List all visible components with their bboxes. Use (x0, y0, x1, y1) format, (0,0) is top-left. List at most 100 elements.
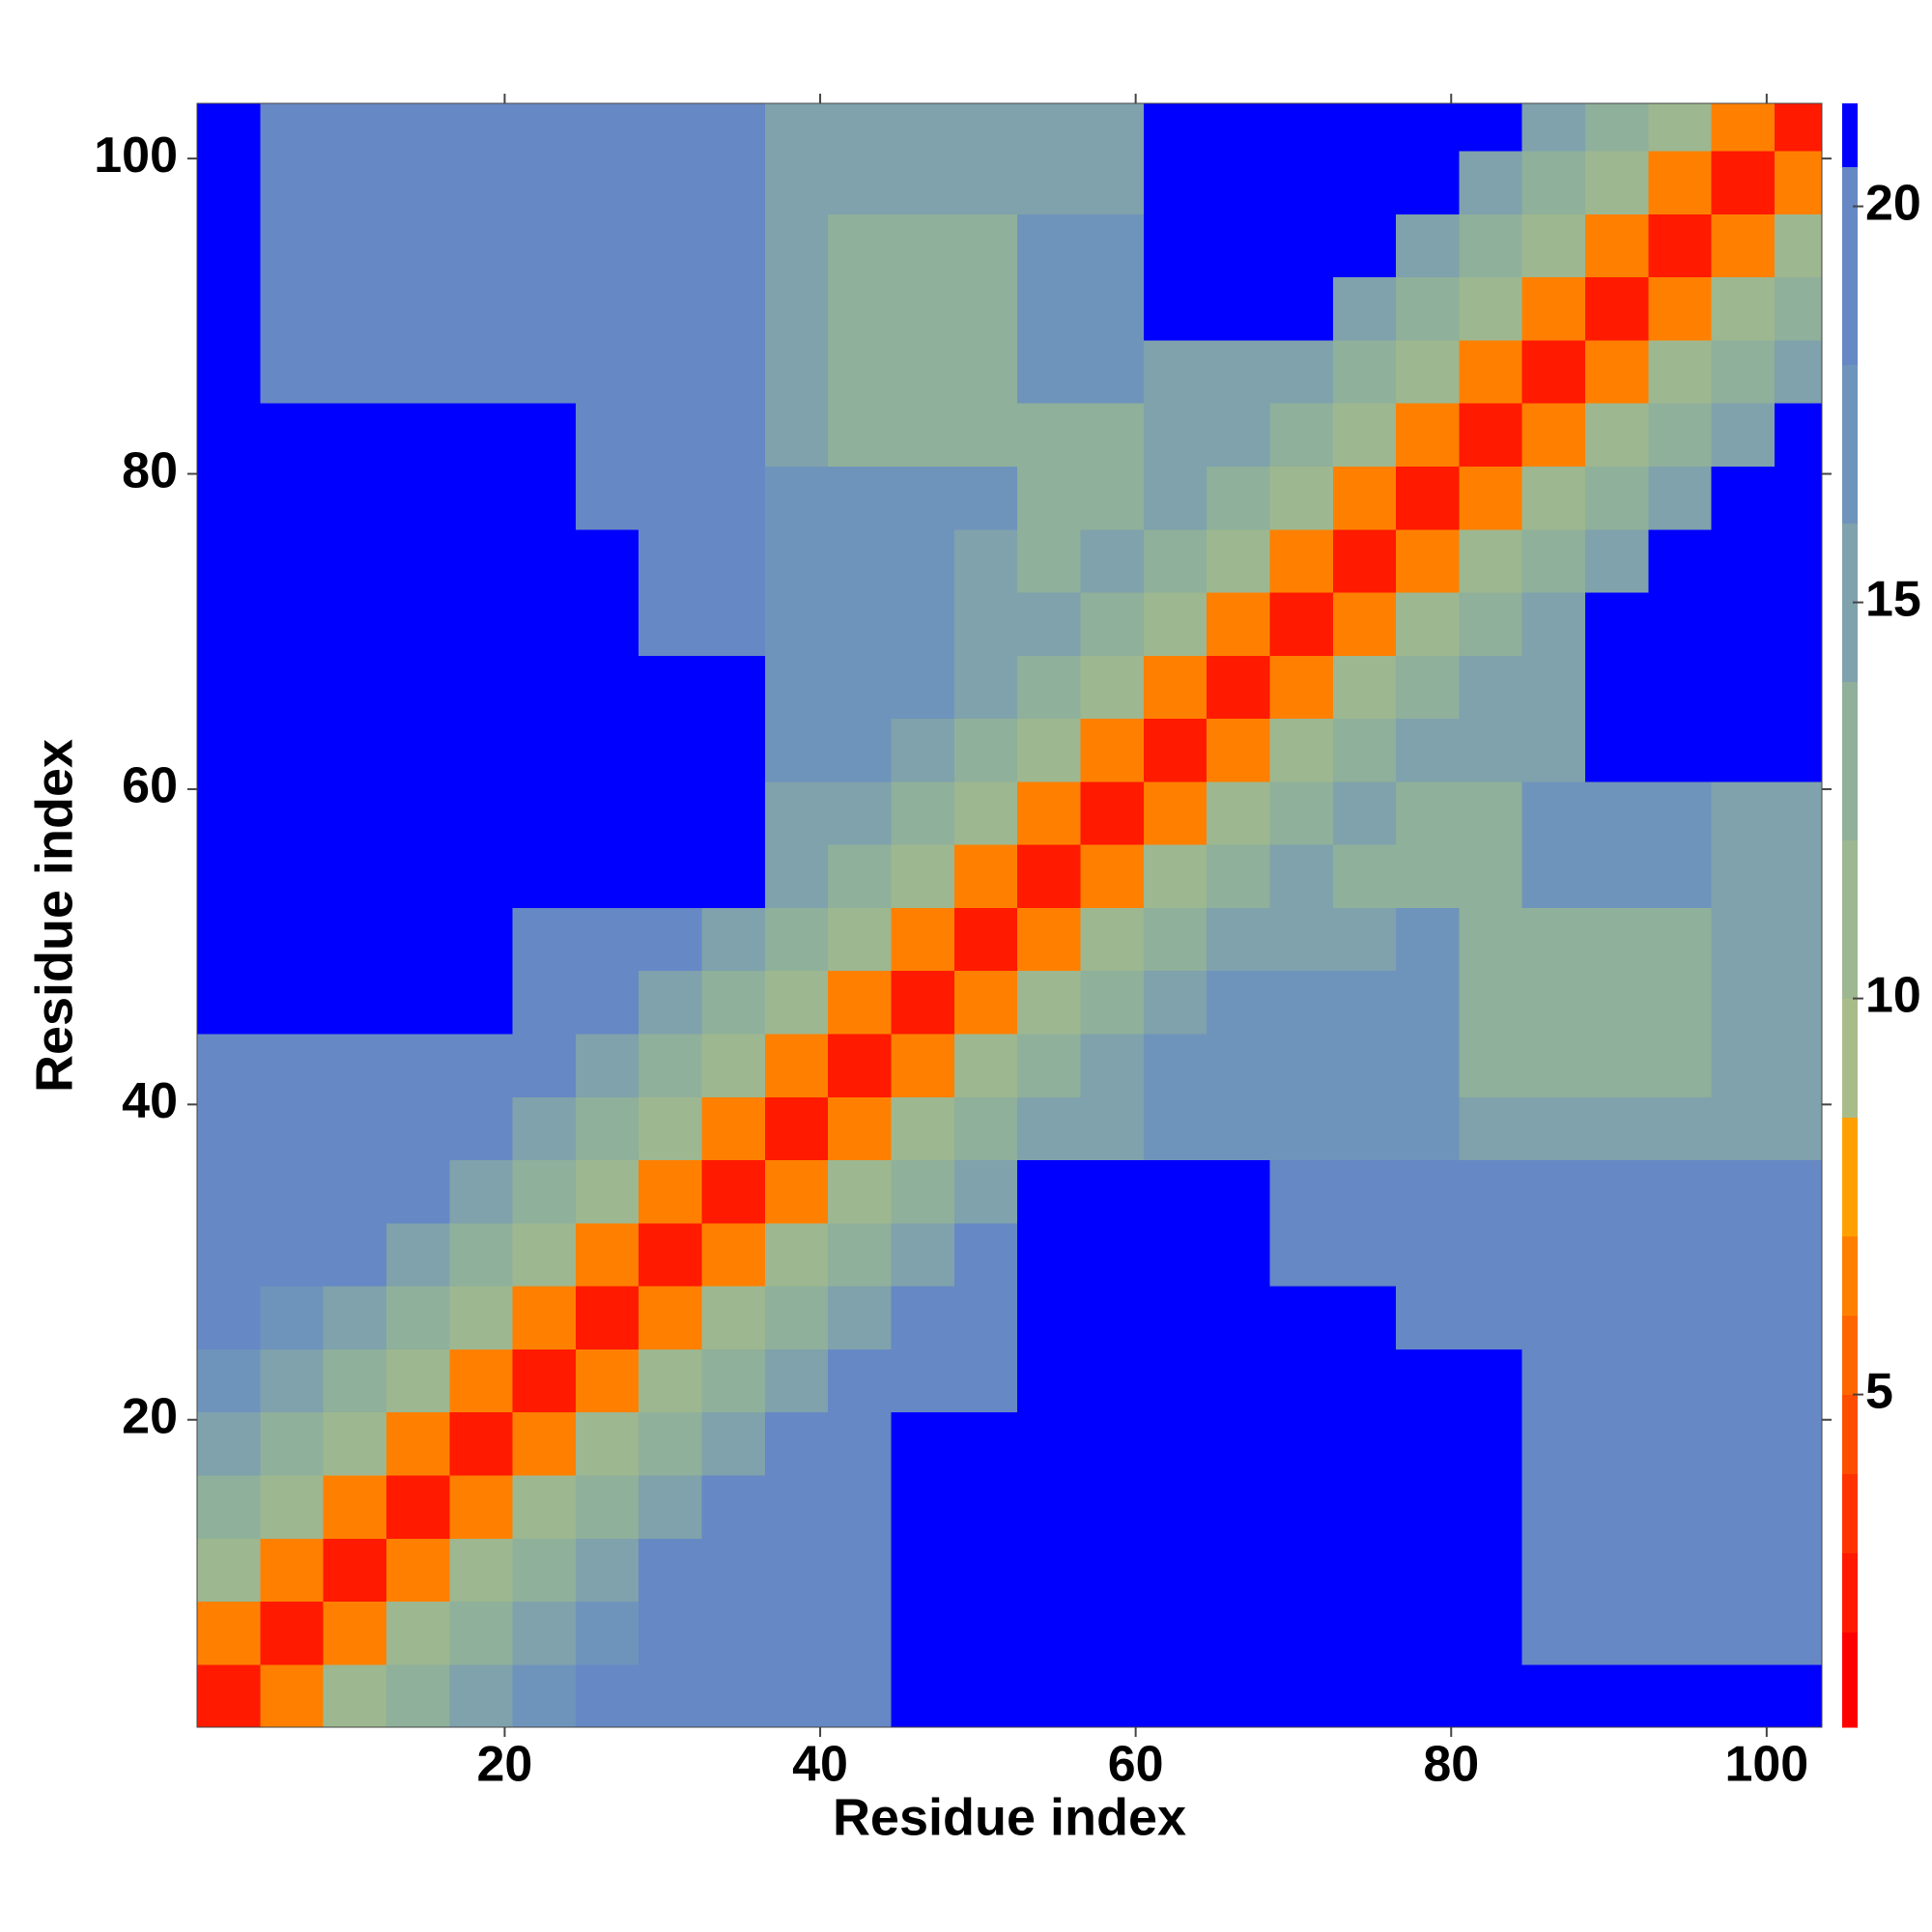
heatmap-cell (1017, 970, 1082, 1035)
heatmap-cell (1143, 591, 1208, 656)
heatmap-cell (1775, 1663, 1823, 1728)
heatmap-cell (639, 1411, 703, 1476)
heatmap-cell (1269, 103, 1334, 152)
heatmap-cell (891, 591, 955, 656)
colorbar-tick-label: 15 (1865, 571, 1921, 627)
heatmap-cell (1459, 1096, 1523, 1161)
heatmap-cell (1332, 276, 1397, 341)
heatmap-cell (1521, 1159, 1586, 1224)
heatmap-cell (1396, 528, 1461, 593)
heatmap-cell (197, 1663, 261, 1728)
heatmap-cell (575, 781, 639, 845)
heatmap-cell (891, 970, 955, 1035)
heatmap-cell (260, 1411, 325, 1476)
heatmap-cell (953, 103, 1018, 152)
heatmap-cell (953, 907, 1018, 972)
heatmap-cell (1648, 1538, 1713, 1603)
heatmap-cell (891, 1159, 955, 1224)
colorbar-segment (1842, 1552, 1858, 1634)
heatmap-cell (1648, 213, 1713, 278)
heatmap-cell (512, 655, 577, 720)
heatmap-cell (1648, 1222, 1713, 1287)
heatmap-cell (1648, 150, 1713, 214)
heatmap-cell (1521, 150, 1586, 214)
heatmap-cell (1711, 1286, 1776, 1350)
heatmap-cell (1332, 591, 1397, 656)
heatmap-cell (1521, 276, 1586, 341)
heatmap-cell (828, 1411, 893, 1476)
heatmap-cell (1332, 1474, 1397, 1539)
heatmap-cell (1080, 1222, 1145, 1287)
heatmap-cell (323, 1474, 387, 1539)
heatmap-cell (953, 1411, 1018, 1476)
heatmap-cell (260, 1222, 325, 1287)
heatmap-cell (1396, 970, 1461, 1035)
heatmap-cell (575, 339, 639, 404)
plot-frame (196, 102, 1823, 1728)
heatmap-cell (953, 1601, 1018, 1665)
heatmap-cell (1648, 339, 1713, 404)
heatmap-cell (891, 1538, 955, 1603)
heatmap-cell (1269, 528, 1334, 593)
heatmap-cell (260, 276, 325, 341)
heatmap-cell (323, 466, 387, 530)
heatmap-cell (1207, 150, 1271, 214)
heatmap-cell (891, 1286, 955, 1350)
heatmap-cell (891, 276, 955, 341)
heatmap-cell (1269, 339, 1334, 404)
heatmap-cell (1207, 844, 1271, 908)
heatmap-cell (385, 276, 450, 341)
heatmap-cell (828, 466, 893, 530)
heatmap-cell (701, 403, 766, 467)
heatmap-cell (323, 528, 387, 593)
heatmap-cell (891, 466, 955, 530)
heatmap-cell (764, 1601, 829, 1665)
heatmap-cell (1143, 1286, 1208, 1350)
heatmap-cell (197, 1033, 261, 1097)
heatmap-cell (385, 655, 450, 720)
heatmap-cell (1521, 718, 1586, 782)
heatmap-cell (639, 1601, 703, 1665)
heatmap-cell (1143, 1096, 1208, 1161)
heatmap-cell (828, 970, 893, 1035)
heatmap-cell (1521, 1096, 1586, 1161)
heatmap-cell (1585, 466, 1649, 530)
heatmap-cell (1711, 1349, 1776, 1413)
heatmap-cell (323, 781, 387, 845)
heatmap-cell (764, 1033, 829, 1097)
heatmap-cell (1332, 907, 1397, 972)
heatmap-cell (828, 591, 893, 656)
heatmap-cell (449, 781, 514, 845)
heatmap-cell (1080, 213, 1145, 278)
heatmap-cell (1017, 1411, 1082, 1476)
y-tick-label: 20 (122, 1388, 178, 1444)
heatmap-cell (1711, 1663, 1776, 1728)
heatmap-cell (1521, 466, 1586, 530)
heatmap-cell (1775, 1096, 1823, 1161)
heatmap-cell (891, 1411, 955, 1476)
heatmap-cell (512, 1033, 577, 1097)
heatmap-cell (1775, 718, 1823, 782)
heatmap-cell (1143, 1538, 1208, 1603)
heatmap-cell (197, 591, 261, 656)
heatmap-cell (1017, 1159, 1082, 1224)
heatmap-cell (828, 528, 893, 593)
heatmap-cell (1711, 1601, 1776, 1665)
heatmap-cell (1459, 1349, 1523, 1413)
heatmap-cell (1521, 591, 1586, 656)
heatmap-cell (764, 1349, 829, 1413)
heatmap-cell (1332, 655, 1397, 720)
heatmap-cell (323, 1538, 387, 1603)
heatmap-cell (1459, 1663, 1523, 1728)
heatmap-cell (1332, 1033, 1397, 1097)
heatmap-cell (575, 1159, 639, 1224)
heatmap-cell (1585, 591, 1649, 656)
heatmap-cell (260, 844, 325, 908)
heatmap-cell (1459, 781, 1523, 845)
heatmap-cell (701, 1538, 766, 1603)
heatmap-cell (701, 844, 766, 908)
heatmap-cell (385, 103, 450, 152)
heatmap-cell (1585, 970, 1649, 1035)
heatmap-cell (323, 1096, 387, 1161)
